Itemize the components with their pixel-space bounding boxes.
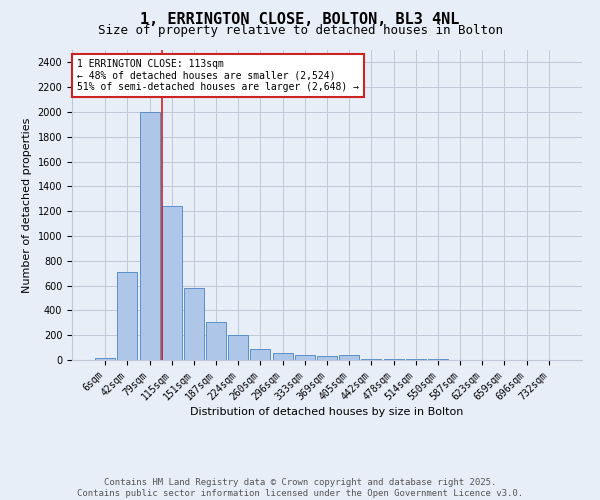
Bar: [206, 322, 226, 360]
Bar: [295, 356, 315, 360]
Text: Size of property relative to detached houses in Bolton: Size of property relative to detached ho…: [97, 24, 503, 37]
Bar: [95, 358, 115, 360]
Bar: [361, 358, 382, 360]
Text: Contains HM Land Registry data © Crown copyright and database right 2025.
Contai: Contains HM Land Registry data © Crown c…: [77, 478, 523, 498]
Bar: [250, 350, 271, 360]
Bar: [140, 112, 160, 360]
Bar: [406, 359, 426, 360]
Bar: [118, 272, 137, 360]
X-axis label: Distribution of detached houses by size in Bolton: Distribution of detached houses by size …: [190, 408, 464, 418]
Bar: [272, 353, 293, 360]
Y-axis label: Number of detached properties: Number of detached properties: [22, 118, 32, 292]
Text: 1 ERRINGTON CLOSE: 113sqm
← 48% of detached houses are smaller (2,524)
51% of se: 1 ERRINGTON CLOSE: 113sqm ← 48% of detac…: [77, 60, 359, 92]
Bar: [162, 206, 182, 360]
Bar: [383, 359, 404, 360]
Text: 1, ERRINGTON CLOSE, BOLTON, BL3 4NL: 1, ERRINGTON CLOSE, BOLTON, BL3 4NL: [140, 12, 460, 28]
Bar: [228, 335, 248, 360]
Bar: [339, 356, 359, 360]
Bar: [317, 356, 337, 360]
Bar: [184, 288, 204, 360]
